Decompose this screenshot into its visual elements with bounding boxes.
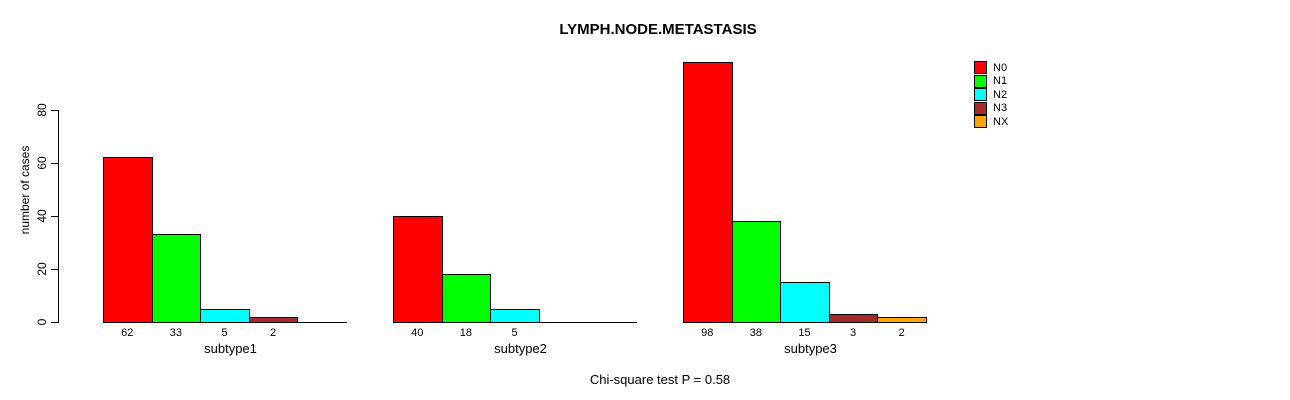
group-label-subtype1: subtype1	[204, 341, 257, 356]
legend-item-N3: N3	[974, 101, 1008, 115]
y-axis-tick	[51, 162, 58, 164]
legend-item-N1: N1	[974, 74, 1008, 88]
bar-subtype3-N3	[828, 314, 879, 323]
legend-label: NX	[993, 115, 1009, 128]
legend-swatch-N0	[974, 61, 987, 74]
bar-subtype3-N2	[780, 282, 830, 323]
bar-value-label: 2	[898, 327, 905, 339]
bar-value-label: 40	[411, 327, 424, 339]
y-axis-tick	[51, 215, 58, 217]
bar-subtype2-N2	[490, 308, 540, 323]
legend-item-N0: N0	[974, 61, 1007, 74]
group-label-subtype3: subtype3	[784, 341, 837, 356]
bar-value-label: 62	[121, 327, 134, 339]
legend-swatch-N1	[974, 74, 987, 88]
bar-value-label: 33	[169, 327, 183, 339]
y-tick-label: 40	[35, 209, 49, 223]
y-axis-title: number of cases	[18, 145, 32, 235]
bar-value-label: 2	[270, 327, 277, 339]
legend-label: N0	[993, 61, 1008, 74]
legend-swatch-NX	[974, 115, 987, 128]
bar-subtype1-N3	[248, 316, 299, 323]
legend-item-NX: NX	[974, 115, 1008, 128]
chart-title: LYMPH.NODE.METASTASIS	[559, 21, 757, 38]
bar-value-label: 3	[850, 327, 857, 339]
bar-value-label: 15	[798, 327, 811, 339]
bar-subtype1-N1	[151, 234, 202, 323]
y-tick-label: 60	[35, 156, 49, 170]
bar-subtype2-N0	[393, 215, 443, 323]
y-axis-line	[58, 109, 59, 323]
y-tick-label: 80	[35, 102, 49, 117]
bar-subtype1-N2	[200, 308, 250, 323]
y-axis-tick	[51, 268, 58, 270]
legend-item-N2: N2	[974, 88, 1007, 101]
bar-value-label: 98	[701, 327, 714, 339]
legend-swatch-N2	[974, 88, 987, 101]
bar-subtype3-N0	[683, 61, 733, 323]
legend-swatch-N3	[974, 101, 987, 115]
bar-value-label: 5	[511, 327, 518, 339]
bar-subtype3-N1	[731, 221, 782, 323]
bar-subtype2-N1	[441, 274, 492, 323]
y-tick-label: 20	[35, 262, 49, 276]
y-axis-tick	[51, 109, 58, 111]
bar-subtype1-N0	[103, 157, 153, 323]
group-label-subtype2: subtype2	[494, 341, 547, 356]
bar-value-label: 38	[749, 327, 763, 339]
legend-label: N1	[993, 75, 1008, 87]
y-tick-label: 0	[35, 318, 49, 326]
bar-subtype3-NX	[877, 316, 927, 323]
bar-value-label: 5	[221, 327, 228, 339]
chart-footnote: Chi-square test P = 0.58	[589, 372, 731, 387]
y-axis-tick	[51, 322, 58, 323]
legend-label: N3	[993, 102, 1008, 114]
bar-value-label: 18	[459, 327, 473, 339]
legend-label: N2	[993, 88, 1008, 101]
